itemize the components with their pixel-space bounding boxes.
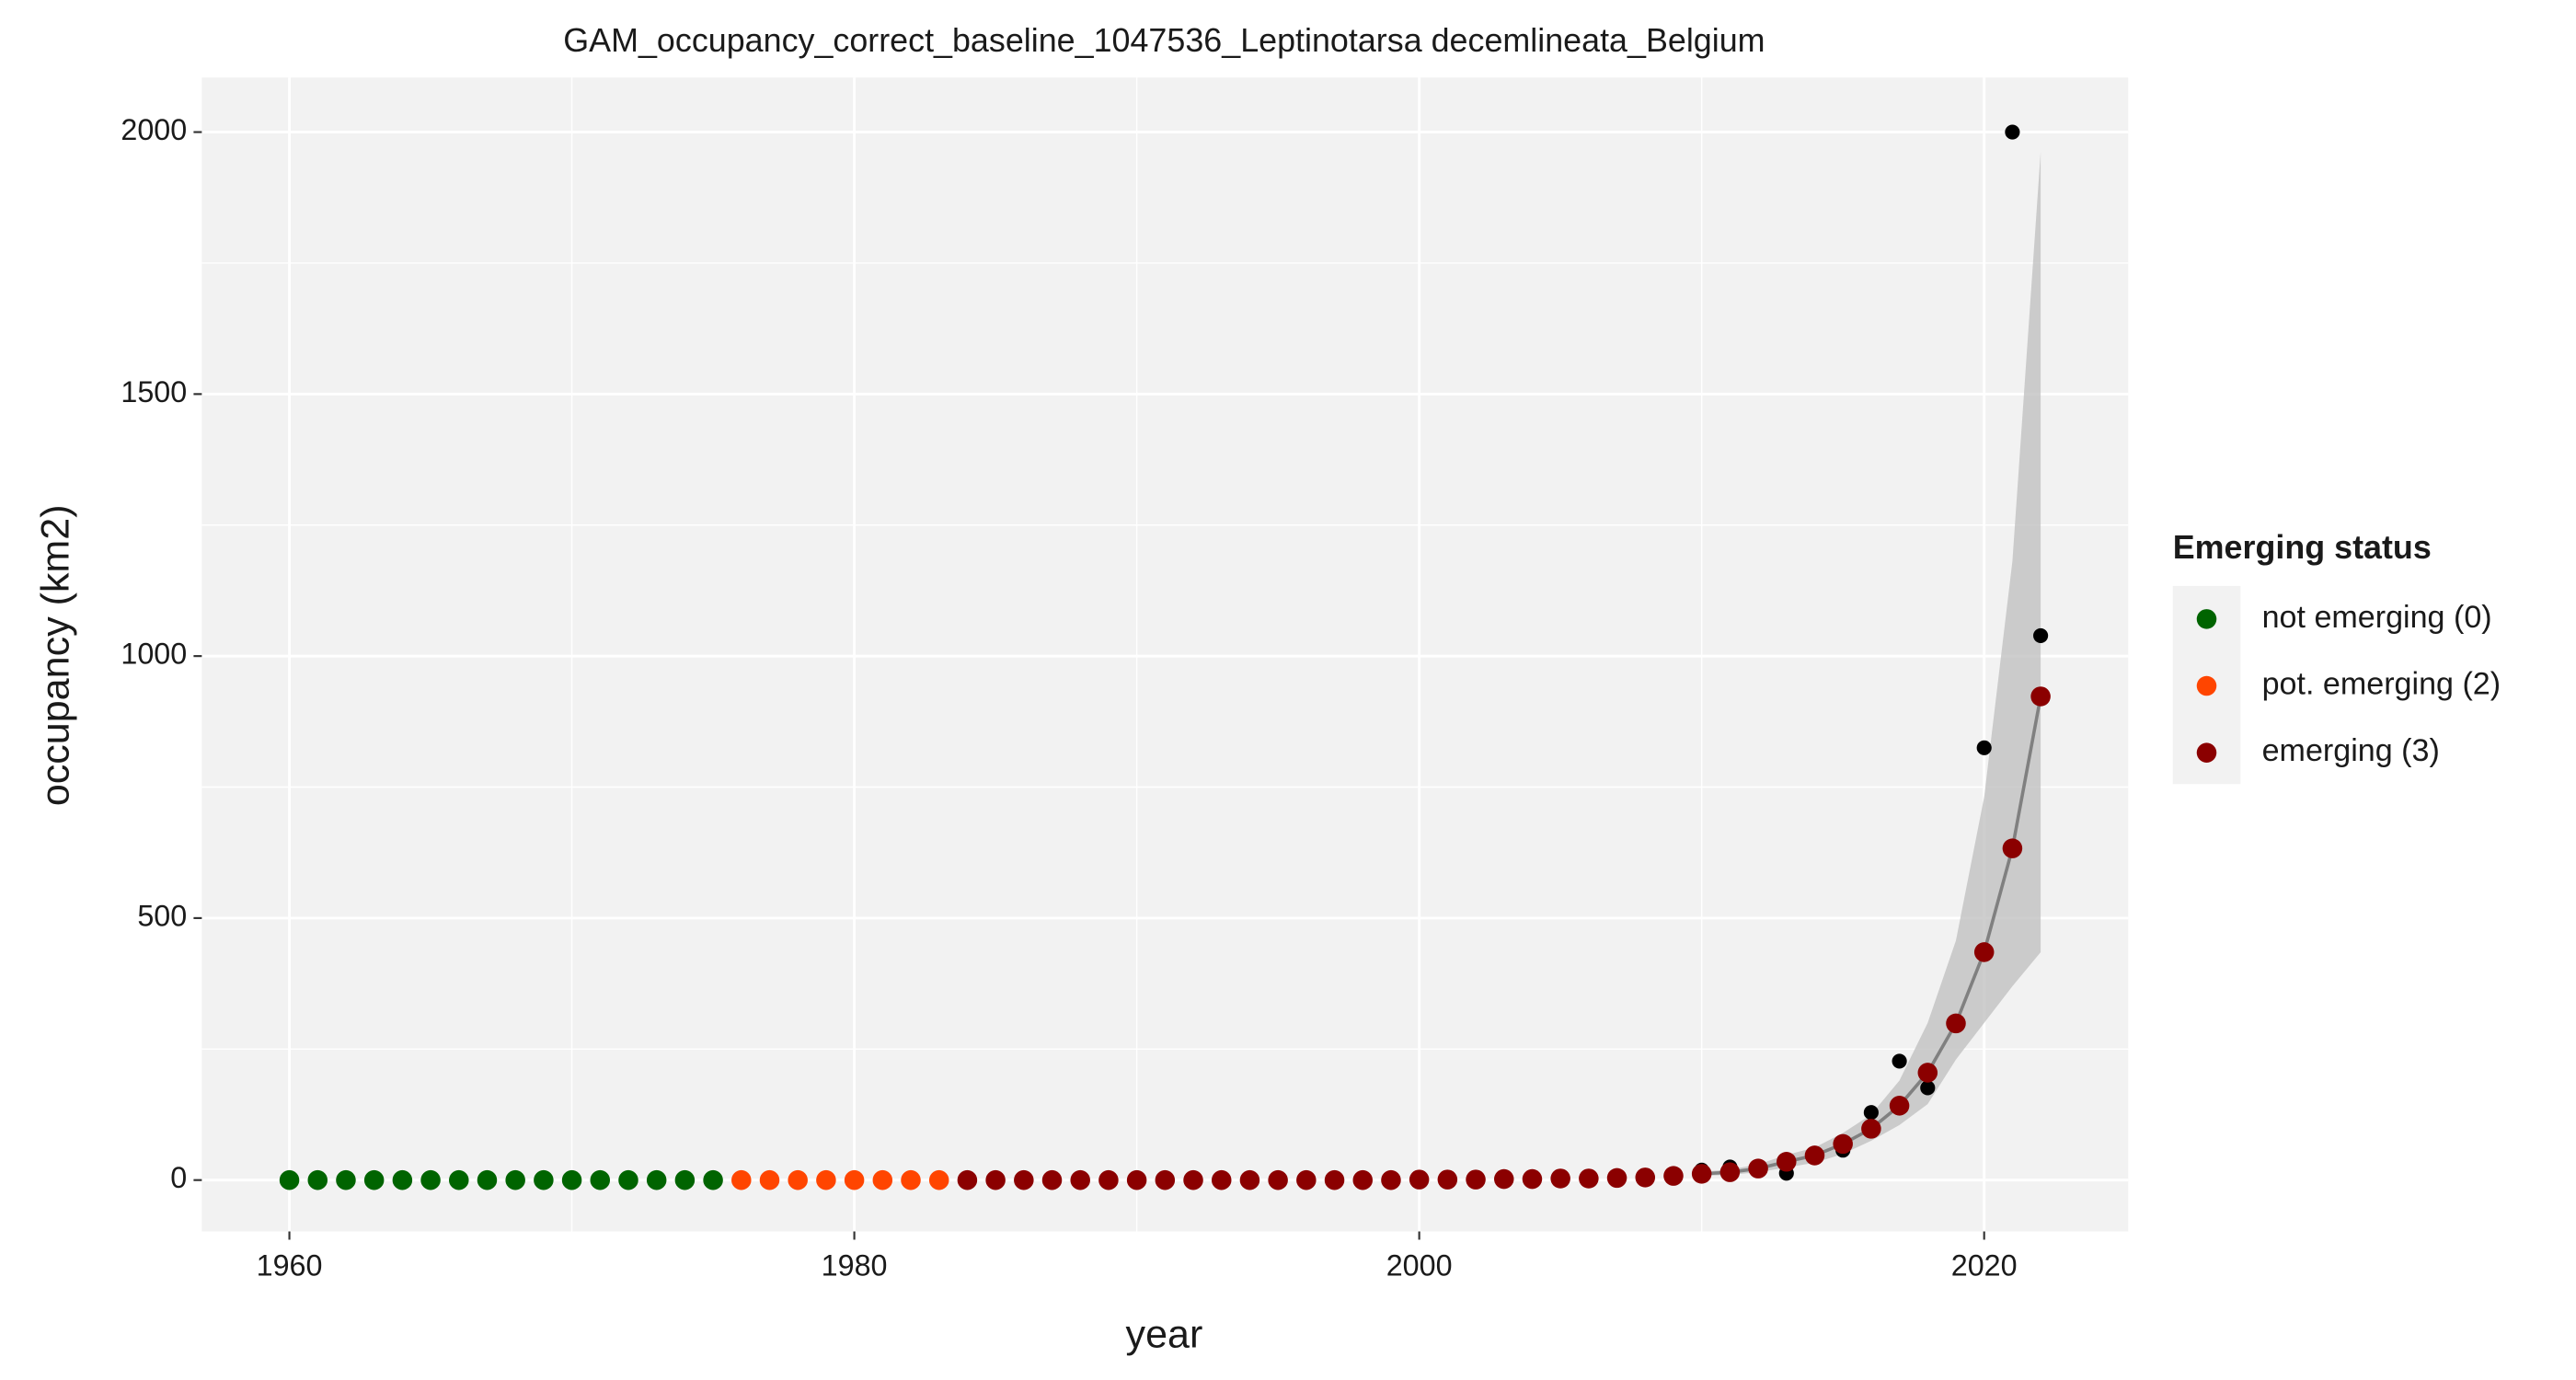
fitted-point (759, 1169, 780, 1190)
fitted-point (1635, 1167, 1656, 1188)
fitted-point (985, 1169, 1006, 1190)
fitted-point (1324, 1169, 1345, 1190)
fitted-point (731, 1169, 752, 1190)
y-tick-label: 500 (137, 899, 187, 932)
fitted-point (1014, 1169, 1034, 1190)
legend-key (2196, 609, 2217, 629)
fitted-point (1804, 1145, 1825, 1166)
legend-label: pot. emerging (2) (2262, 667, 2501, 702)
fitted-point (1777, 1151, 1797, 1172)
fitted-point (618, 1169, 638, 1190)
fitted-point (1155, 1169, 1176, 1190)
fitted-point (1522, 1168, 1543, 1190)
y-tick-label: 2000 (121, 113, 187, 146)
chart-title: GAM_occupancy_correct_baseline_1047536_L… (563, 22, 1765, 59)
legend-title: Emerging status (2173, 529, 2432, 566)
panel (201, 77, 2129, 1232)
legend-key (2196, 742, 2217, 763)
fitted-point (590, 1169, 611, 1190)
fitted-point (1268, 1169, 1288, 1190)
x-tick-label: 1960 (257, 1249, 323, 1282)
observed-point (2033, 627, 2049, 643)
fitted-point (1041, 1169, 1063, 1190)
fitted-point (1719, 1162, 1741, 1182)
fitted-point (1409, 1169, 1430, 1190)
fitted-point (561, 1169, 582, 1190)
fitted-point (1466, 1169, 1486, 1190)
x-tick-label: 2020 (1951, 1249, 2018, 1282)
fitted-point (420, 1169, 441, 1190)
fitted-point (279, 1169, 300, 1190)
fitted-point (1917, 1063, 1938, 1083)
y-tick-label: 1500 (121, 375, 187, 408)
fitted-point (336, 1169, 356, 1190)
y-tick-label: 1000 (121, 638, 187, 671)
fitted-point (2002, 838, 2023, 858)
fitted-point (1889, 1096, 1910, 1116)
fitted-point (1126, 1169, 1147, 1190)
legend-label: emerging (3) (2262, 733, 2440, 768)
fitted-point (1946, 1013, 1966, 1034)
fitted-point (1973, 942, 1995, 962)
fitted-point (1437, 1169, 1458, 1190)
observed-point (1863, 1105, 1879, 1121)
fitted-point (844, 1169, 865, 1190)
fitted-point (1579, 1168, 1599, 1189)
fitted-point (957, 1169, 978, 1190)
fitted-point (1833, 1133, 1853, 1155)
fitted-point (449, 1169, 469, 1190)
observed-point (2005, 124, 2020, 140)
fitted-point (901, 1169, 921, 1190)
fitted-point (788, 1169, 808, 1190)
fitted-point (1861, 1119, 1881, 1139)
x-tick-label: 1980 (822, 1249, 888, 1282)
fitted-point (703, 1169, 723, 1190)
fitted-point (1211, 1169, 1232, 1190)
fitted-point (646, 1169, 667, 1190)
x-axis-label: year (1126, 1313, 1203, 1357)
fitted-point (1183, 1169, 1203, 1190)
fitted-point (2030, 686, 2051, 707)
fitted-point (477, 1169, 498, 1190)
observed-point (1920, 1080, 1936, 1096)
fitted-point (1070, 1169, 1090, 1190)
x-tick-label: 2000 (1386, 1249, 1453, 1282)
y-tick-label: 0 (170, 1161, 187, 1194)
fitted-point (1493, 1168, 1514, 1190)
fitted-point (1296, 1169, 1317, 1190)
fitted-point (1748, 1158, 1768, 1179)
fitted-point (674, 1169, 696, 1190)
fitted-point (928, 1169, 949, 1190)
fitted-point (816, 1169, 836, 1190)
legend-label: not emerging (0) (2262, 600, 2492, 635)
fitted-point (1098, 1169, 1119, 1190)
fitted-point (1239, 1169, 1260, 1190)
fitted-point (534, 1169, 554, 1190)
observed-point (1892, 1053, 1907, 1069)
fitted-point (392, 1169, 413, 1190)
fitted-point (1381, 1169, 1401, 1190)
fitted-point (1691, 1164, 1712, 1184)
fitted-point (872, 1169, 893, 1190)
fitted-point (363, 1169, 385, 1190)
fitted-point (1663, 1166, 1684, 1186)
legend-key (2196, 675, 2217, 696)
fitted-point (505, 1169, 525, 1190)
fitted-point (307, 1169, 328, 1190)
fitted-point (1550, 1168, 1570, 1189)
observed-point (1976, 740, 1992, 755)
y-axis-label: occupancy (km2) (34, 504, 78, 806)
fitted-point (1606, 1167, 1627, 1189)
fitted-point (1352, 1169, 1374, 1190)
